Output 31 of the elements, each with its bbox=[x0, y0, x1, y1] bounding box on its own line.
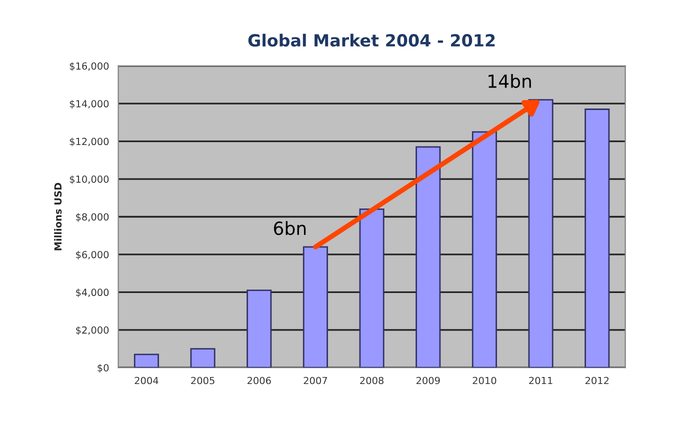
chart-title: Global Market 2004 - 2012 bbox=[248, 34, 495, 47]
x-tick-label: 2009 bbox=[416, 376, 440, 384]
bar bbox=[190, 348, 216, 368]
y-tick-label: $6,000 bbox=[76, 250, 109, 260]
x-tick-label: 2008 bbox=[360, 376, 384, 384]
x-tick-label: 2004 bbox=[134, 376, 158, 384]
bar bbox=[246, 290, 272, 368]
annotation: 14bn bbox=[488, 74, 531, 88]
bar bbox=[584, 108, 610, 368]
y-tick-label: $8,000 bbox=[76, 213, 109, 222]
y-tick-label: $12,000 bbox=[70, 138, 109, 146]
y-axis-title: Millions USD bbox=[54, 182, 62, 250]
x-tick-label: 2006 bbox=[247, 376, 271, 384]
y-tick-label: $4,000 bbox=[76, 288, 109, 298]
bar bbox=[302, 246, 328, 368]
y-tick-label: $16,000 bbox=[70, 62, 109, 71]
x-tick-label: 2011 bbox=[529, 376, 552, 384]
y-tick-label: $0 bbox=[98, 364, 109, 373]
x-tick-label: 2007 bbox=[304, 376, 328, 384]
y-tick-label: $10,000 bbox=[70, 175, 109, 184]
annotation: 6bn bbox=[274, 221, 306, 236]
bar bbox=[528, 99, 554, 368]
x-tick-label: 2005 bbox=[191, 376, 214, 384]
y-tick-label: $2,000 bbox=[76, 326, 109, 336]
bar bbox=[416, 146, 441, 368]
bar bbox=[134, 354, 159, 368]
x-tick-label: 2010 bbox=[472, 376, 496, 384]
bar bbox=[359, 208, 384, 368]
bar bbox=[472, 131, 497, 368]
y-tick-label: $14,000 bbox=[70, 100, 109, 109]
x-tick-label: 2012 bbox=[585, 376, 609, 384]
